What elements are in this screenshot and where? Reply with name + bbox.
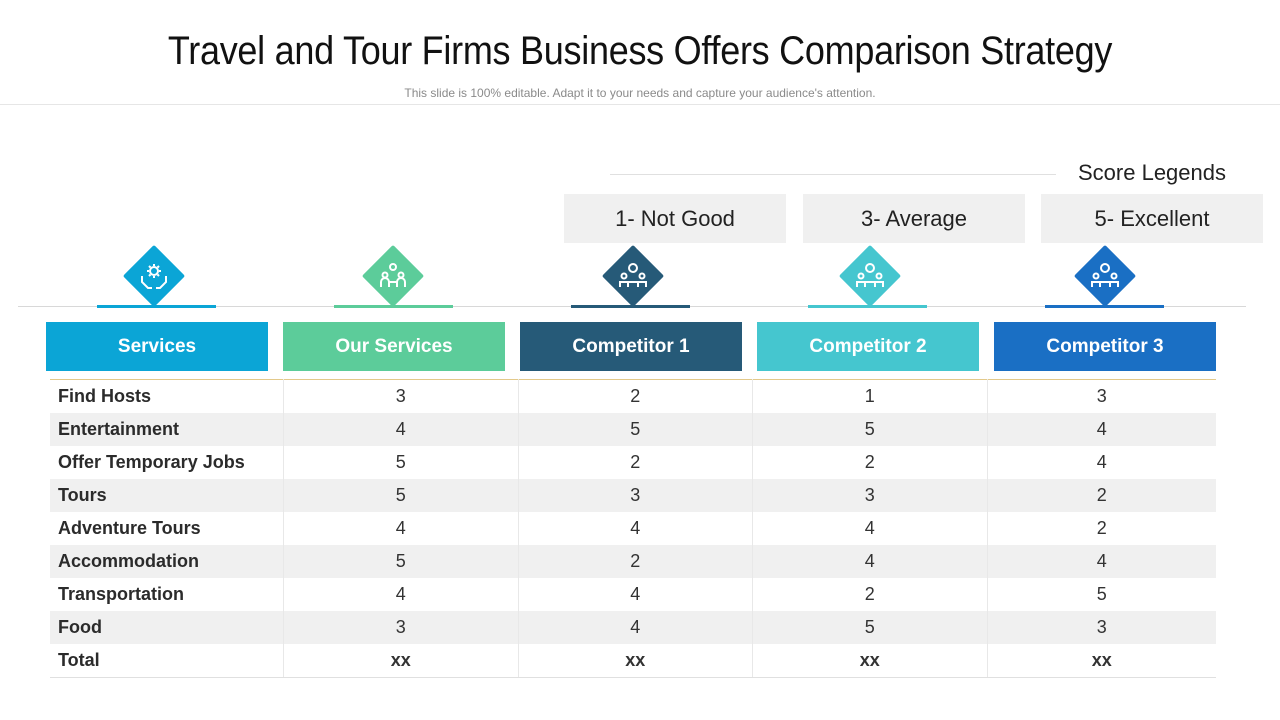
score-competitor-1: 3 xyxy=(518,479,754,512)
table-row: Accommodation 5 2 4 4 xyxy=(50,545,1216,578)
score-competitor-3: 3 xyxy=(987,611,1216,644)
score-our-services: 5 xyxy=(283,479,519,512)
service-name: Entertainment xyxy=(50,413,284,446)
score-competitor-3: 4 xyxy=(1096,452,1107,472)
service-name: Accommodation xyxy=(50,545,284,578)
table-row: Offer Temporary Jobs 5 2 2 4 xyxy=(50,446,1216,479)
page-title: Travel and Tour Firms Business Offers Co… xyxy=(167,29,1113,73)
score-competitor-1: 4 xyxy=(518,611,754,644)
score-competitor-1: 2 xyxy=(518,446,754,479)
service-name: Find Hosts xyxy=(50,379,284,413)
score-competitor-3: 2 xyxy=(987,479,1216,512)
total-row: Total xx xx xx xx xyxy=(50,644,1216,678)
score-our-services: 5 xyxy=(283,446,519,479)
service-name: Food xyxy=(50,611,284,644)
score-our-services: 4 xyxy=(283,512,519,545)
score-competitor-2: 5 xyxy=(752,413,988,446)
score-competitor-1: 4 xyxy=(518,512,754,545)
table-row: Tours 5 3 3 2 xyxy=(50,479,1216,512)
page-subtitle: This slide is 100% editable. Adapt it to… xyxy=(404,86,876,100)
competitor-1-underline xyxy=(571,305,690,308)
legend-item-excellent: 5- Excellent xyxy=(1041,194,1263,243)
header-competitor-3: Competitor 3 xyxy=(994,322,1216,371)
score-competitor-2: 2 xyxy=(752,578,988,611)
score-competitor-1: 5 xyxy=(518,413,754,446)
score-competitor-3: 5 xyxy=(1096,584,1107,604)
score-competitor-3: 4 xyxy=(987,545,1216,578)
table-row: Food 3 4 5 3 xyxy=(50,611,1216,644)
score-competitor-2: 4 xyxy=(752,512,988,545)
header-competitor-2: Competitor 2 xyxy=(757,322,979,371)
service-name: Tours xyxy=(50,479,284,512)
legend-item-average: 3- Average xyxy=(803,194,1025,243)
score-competitor-2: 4 xyxy=(752,545,988,578)
table-row: Adventure Tours 4 4 4 2 xyxy=(50,512,1216,545)
header-competitor-1: Competitor 1 xyxy=(520,322,742,371)
score-competitor-2: 2 xyxy=(752,446,988,479)
total-label: Total xyxy=(50,644,284,678)
score-competitor-3: 4 xyxy=(987,413,1216,446)
services-underline xyxy=(97,305,216,308)
score-competitor-3: 3 xyxy=(1096,386,1107,406)
header-services: Services xyxy=(46,322,268,371)
competitor-3-underline xyxy=(1045,305,1164,308)
team-gear-icon xyxy=(361,244,425,308)
service-name: Adventure Tours xyxy=(50,512,284,545)
header-our-services: Our Services xyxy=(283,322,505,371)
service-name: Transportation xyxy=(50,578,284,611)
title-divider xyxy=(0,104,1280,105)
legend-title: Score Legends xyxy=(1078,160,1226,185)
total-competitor-3: xx xyxy=(987,644,1216,678)
gear-hands-icon xyxy=(122,244,186,308)
total-our-services: xx xyxy=(283,644,519,678)
meeting-icon xyxy=(838,244,902,308)
score-competitor-3: 2 xyxy=(1096,518,1107,538)
score-our-services: 5 xyxy=(283,545,519,578)
table-row: Transportation 4 4 2 5 xyxy=(50,578,1216,611)
score-our-services: 3 xyxy=(283,611,519,644)
competitor-2-underline xyxy=(808,305,927,308)
score-competitor-1: 2 xyxy=(518,545,754,578)
score-our-services: 4 xyxy=(283,578,519,611)
score-our-services: 3 xyxy=(283,379,519,413)
meeting-icon xyxy=(601,244,665,308)
legend-item-not-good: 1- Not Good xyxy=(564,194,786,243)
total-competitor-2: xx xyxy=(752,644,988,678)
meeting-icon xyxy=(1073,244,1137,308)
score-competitor-1: 2 xyxy=(518,379,754,413)
comparison-table: Find Hosts 3 2 1 3 Entertainment 4 5 5 4… xyxy=(50,379,1216,678)
total-competitor-1: xx xyxy=(518,644,754,678)
score-competitor-2: 1 xyxy=(752,379,988,413)
table-row: Find Hosts 3 2 1 3 xyxy=(50,379,1216,413)
service-name: Offer Temporary Jobs xyxy=(50,446,284,479)
table-row: Entertainment 4 5 5 4 xyxy=(50,413,1216,446)
score-competitor-2: 5 xyxy=(752,611,988,644)
legend-divider xyxy=(610,174,1056,175)
score-competitor-2: 3 xyxy=(752,479,988,512)
score-competitor-1: 4 xyxy=(518,578,754,611)
our-services-underline xyxy=(334,305,453,308)
score-our-services: 4 xyxy=(283,413,519,446)
